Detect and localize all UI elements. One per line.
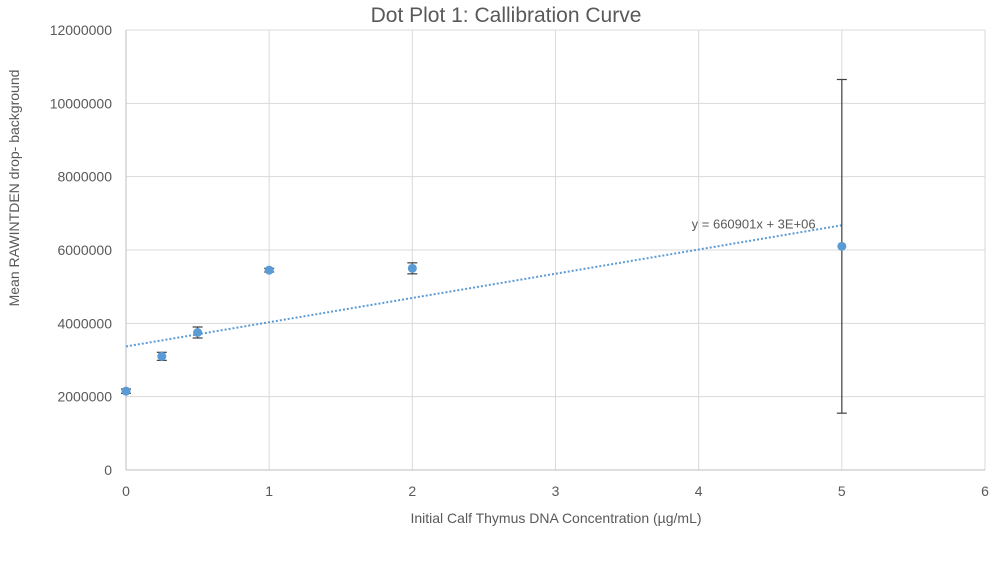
data-point: [193, 328, 203, 337]
y-tick-label: 10000000: [50, 95, 113, 111]
y-tick-label: 12000000: [50, 22, 113, 38]
chart-title: Dot Plot 1: Callibration Curve: [371, 4, 642, 27]
y-tick-label: 6000000: [57, 242, 112, 258]
data-points: [121, 78, 847, 414]
data-point: [837, 241, 847, 251]
y-tick-label: 4000000: [57, 315, 112, 331]
tick-labels: 0200000040000006000000800000010000000120…: [50, 22, 989, 499]
y-tick-label: 8000000: [57, 169, 112, 185]
x-tick-label: 2: [408, 483, 416, 499]
data-point: [121, 386, 131, 396]
x-tick-label: 5: [838, 483, 846, 499]
x-axis-title: Initial Calf Thymus DNA Concentration (µ…: [410, 510, 701, 526]
x-tick-label: 6: [981, 483, 989, 499]
data-point: [157, 351, 167, 361]
y-tick-label: 0: [104, 462, 112, 478]
x-tick-label: 0: [122, 483, 130, 499]
trendline-equation: y = 660901x + 3E+06: [692, 216, 816, 231]
trendline: y = 660901x + 3E+06: [125, 216, 843, 348]
gridlines: [125, 29, 986, 471]
trendline-line: [125, 224, 843, 348]
y-axis-title: Mean RAWINTDEN drop- background: [6, 70, 22, 307]
x-tick-label: 4: [695, 483, 703, 499]
data-point: [407, 263, 417, 273]
y-tick-label: 2000000: [57, 389, 112, 405]
data-point: [264, 265, 274, 275]
x-tick-label: 3: [552, 483, 560, 499]
x-tick-label: 1: [265, 483, 273, 499]
